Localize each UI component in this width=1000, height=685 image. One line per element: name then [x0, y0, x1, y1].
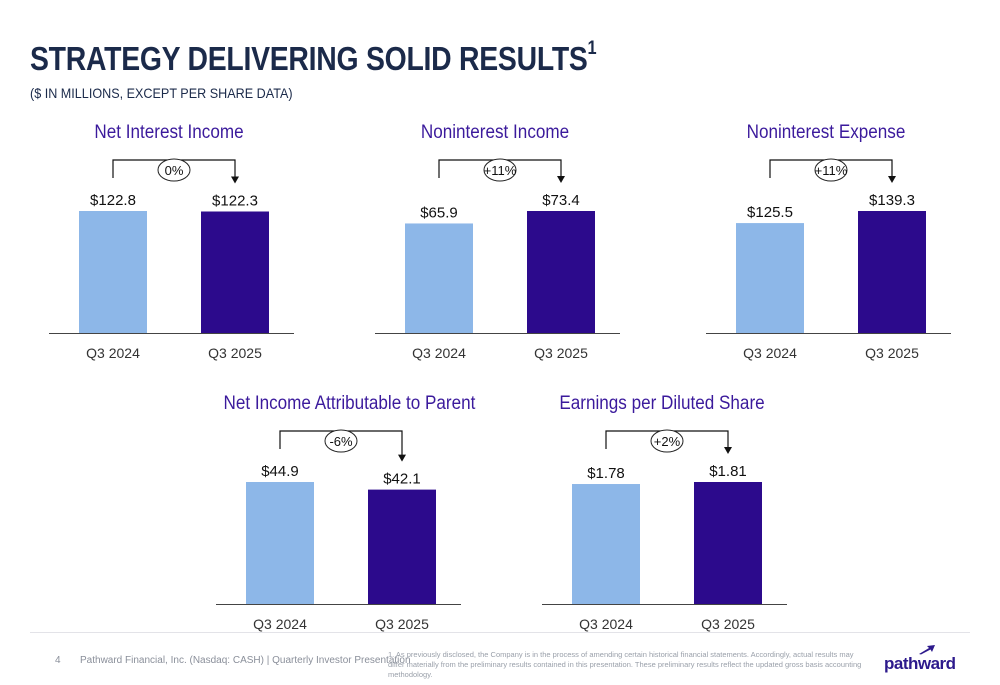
bar-current — [527, 211, 595, 333]
change-arrow-icon — [724, 447, 732, 454]
change-badge — [814, 158, 848, 182]
value-label: $42.1 — [383, 471, 421, 488]
chart-canvas: $1.78 Q3 2024 $1.81 Q3 2025 +2% — [542, 429, 787, 632]
page-number: 4 — [55, 655, 61, 666]
bar-prior — [572, 484, 640, 604]
value-label: $44.9 — [261, 463, 299, 480]
change-label: +11% — [484, 163, 517, 178]
bar-current — [201, 211, 269, 333]
net-interest-income-chart: Net Interest Income $122.8 Q3 2024 $122.3 Q… — [44, 122, 294, 372]
value-label: $139.3 — [869, 192, 915, 209]
change-arrow-icon — [557, 176, 565, 183]
change-arrow-icon — [398, 454, 406, 462]
logo-swoosh-icon — [919, 645, 935, 655]
change-badge — [324, 429, 358, 453]
change-arrow-icon — [231, 176, 239, 184]
value-label: $65.9 — [420, 204, 458, 221]
change-label: -6% — [329, 434, 353, 449]
x-tick-label: Q3 2024 — [412, 345, 466, 361]
logo-wordmark: pathward — [884, 654, 956, 673]
chart-canvas: $122.8 Q3 2024 $122.3 Q3 2025 0% — [49, 158, 294, 361]
x-tick-label: Q3 2024 — [253, 616, 307, 632]
bar-prior — [246, 482, 314, 604]
change-label: +11% — [815, 163, 848, 178]
net-income-parent-chart: Net Income Attributable to Parent $44.9 Q… — [211, 393, 476, 643]
pathward-logo: pathward — [884, 645, 956, 673]
bar-current — [368, 489, 436, 604]
chart-title: Net Income Attributable to Parent — [223, 393, 476, 414]
noninterest-expense-chart: Noninterest Expense $125.5 Q3 2024 $139.3 Q… — [701, 122, 951, 372]
value-label: $1.78 — [587, 465, 625, 482]
bar-prior — [736, 223, 804, 333]
bar-current — [694, 482, 762, 604]
footnote: 1. As previously disclosed, the Company … — [388, 650, 862, 679]
change-badge — [650, 429, 684, 453]
x-tick-label: Q3 2025 — [865, 345, 919, 361]
bar-current — [858, 211, 926, 333]
page-title-text: STRATEGY DELIVERING SOLID RESULTS — [30, 40, 588, 77]
chart-title: Net Interest Income — [94, 122, 244, 143]
change-badge — [483, 158, 517, 182]
eps-diluted-chart: Earnings per Diluted Share $1.78 Q3 2024 $… — [537, 393, 787, 643]
value-label: $125.5 — [747, 204, 793, 221]
noninterest-income-chart: Noninterest Income $65.9 Q3 2024 $73.4 Q3 2… — [370, 122, 620, 372]
change-badge — [157, 158, 191, 182]
change-label: 0% — [165, 163, 184, 178]
chart-title: Earnings per Diluted Share — [559, 393, 765, 414]
value-label: $1.81 — [709, 463, 747, 480]
chart-title: Noninterest Expense — [746, 122, 906, 143]
change-arrow-icon — [888, 176, 896, 183]
value-label: $122.8 — [90, 192, 136, 209]
chart-canvas: $65.9 Q3 2024 $73.4 Q3 2025 +11% — [375, 158, 620, 361]
x-tick-label: Q3 2025 — [208, 345, 262, 361]
chart-canvas: $125.5 Q3 2024 $139.3 Q3 2025 +11% — [706, 158, 951, 361]
bar-prior — [79, 211, 147, 333]
chart-title: Noninterest Income — [420, 122, 570, 143]
value-label: $73.4 — [542, 192, 580, 209]
x-tick-label: Q3 2025 — [701, 616, 755, 632]
footer-divider — [30, 632, 970, 633]
x-tick-label: Q3 2024 — [86, 345, 140, 361]
page-title: STRATEGY DELIVERING SOLID RESULTS1 — [30, 38, 597, 78]
x-tick-label: Q3 2025 — [375, 616, 429, 632]
page-subtitle: ($ IN MILLIONS, EXCEPT PER SHARE DATA) — [30, 85, 293, 101]
value-label: $122.3 — [212, 192, 258, 209]
x-tick-label: Q3 2025 — [534, 345, 588, 361]
bar-prior — [405, 223, 473, 333]
chart-canvas: $44.9 Q3 2024 $42.1 Q3 2025 -6% — [216, 429, 461, 632]
footer-company: Pathward Financial, Inc. (Nasdaq: CASH) … — [80, 655, 411, 666]
change-label: +2% — [654, 434, 681, 449]
title-footnote-marker: 1 — [587, 38, 597, 59]
x-tick-label: Q3 2024 — [743, 345, 797, 361]
x-tick-label: Q3 2024 — [579, 616, 633, 632]
